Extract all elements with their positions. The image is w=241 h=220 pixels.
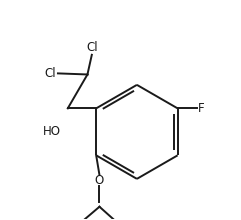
Text: O: O	[95, 174, 104, 187]
Text: Cl: Cl	[86, 41, 98, 54]
Text: F: F	[198, 102, 205, 115]
Text: HO: HO	[43, 125, 61, 138]
Text: Cl: Cl	[44, 67, 56, 80]
